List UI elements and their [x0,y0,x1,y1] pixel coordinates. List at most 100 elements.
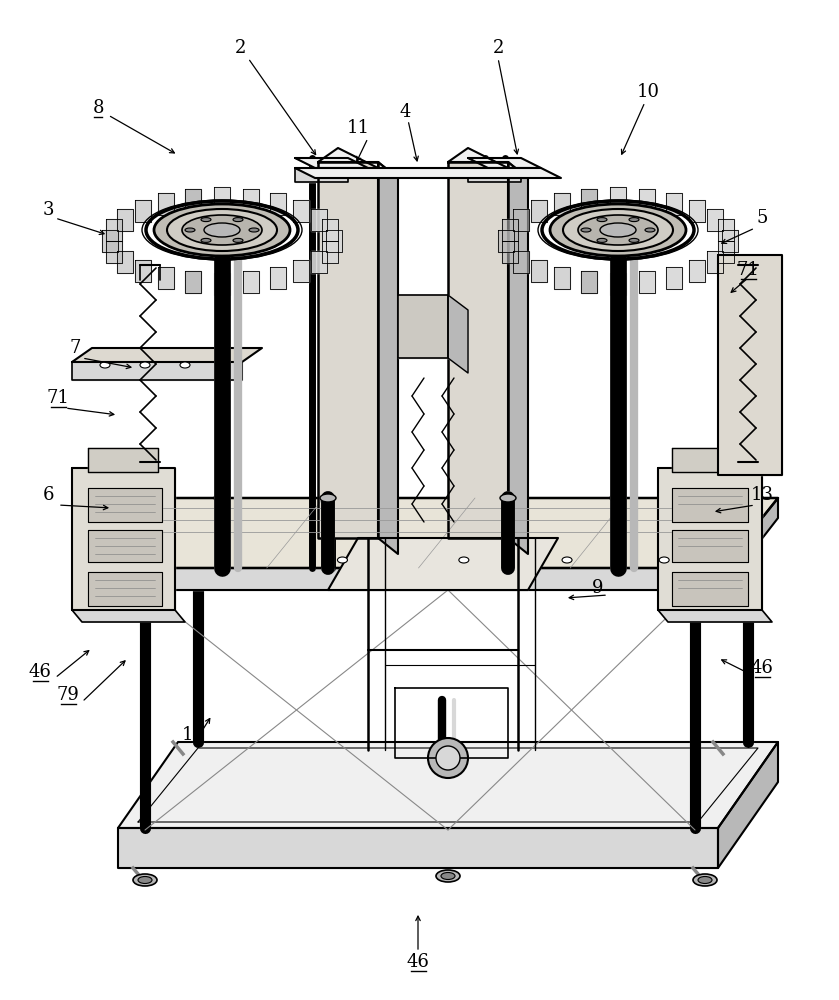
Ellipse shape [182,215,262,245]
Polygon shape [468,168,521,182]
Polygon shape [88,448,158,472]
Polygon shape [707,209,723,231]
Polygon shape [270,267,286,289]
Polygon shape [326,230,342,252]
Ellipse shape [581,228,591,232]
Ellipse shape [500,494,516,502]
Ellipse shape [214,494,230,502]
Ellipse shape [578,215,658,245]
Polygon shape [158,193,174,215]
Polygon shape [322,241,338,263]
Polygon shape [468,158,541,168]
Polygon shape [185,189,201,211]
Text: 8: 8 [92,99,104,117]
Polygon shape [318,148,398,178]
Ellipse shape [154,204,290,256]
Polygon shape [135,260,151,282]
Polygon shape [554,193,570,215]
Polygon shape [502,241,518,263]
Ellipse shape [563,209,673,251]
Polygon shape [115,568,722,590]
Polygon shape [658,468,762,610]
Ellipse shape [629,218,639,222]
Polygon shape [295,168,561,178]
Polygon shape [398,295,448,358]
Polygon shape [672,572,748,606]
Polygon shape [106,241,122,263]
Ellipse shape [185,228,195,232]
Polygon shape [115,498,778,568]
Text: 2: 2 [234,39,246,57]
Ellipse shape [550,204,686,256]
Polygon shape [88,530,162,562]
Polygon shape [718,255,782,475]
Polygon shape [378,162,398,554]
Polygon shape [639,271,655,293]
Text: 10: 10 [637,83,659,101]
Ellipse shape [204,223,240,237]
Text: 6: 6 [42,486,54,504]
Polygon shape [293,260,310,282]
Polygon shape [270,193,286,215]
Polygon shape [295,168,348,182]
Polygon shape [610,187,626,209]
Ellipse shape [216,557,226,563]
Ellipse shape [100,362,110,368]
Text: 46: 46 [407,953,430,971]
Polygon shape [554,267,570,289]
Polygon shape [689,260,706,282]
Polygon shape [513,209,529,231]
Polygon shape [102,230,118,252]
Text: 1: 1 [182,726,194,744]
Polygon shape [666,267,682,289]
Polygon shape [498,230,514,252]
Text: 3: 3 [42,201,54,219]
Ellipse shape [659,557,670,563]
Polygon shape [581,189,597,211]
Polygon shape [448,162,508,538]
Polygon shape [672,448,742,472]
Polygon shape [135,200,151,222]
Polygon shape [322,219,338,241]
Polygon shape [118,742,778,828]
Polygon shape [243,189,259,211]
Ellipse shape [597,218,607,222]
Polygon shape [707,251,723,273]
Ellipse shape [428,738,468,778]
Text: 79: 79 [56,686,80,704]
Text: 2: 2 [492,39,503,57]
Text: 46: 46 [29,663,51,681]
Polygon shape [293,200,310,222]
Polygon shape [639,189,655,211]
Polygon shape [295,158,368,168]
Polygon shape [88,572,162,606]
Polygon shape [718,219,734,241]
Polygon shape [88,488,162,522]
Polygon shape [311,251,327,273]
Polygon shape [328,538,558,590]
Ellipse shape [233,218,243,222]
Polygon shape [658,610,772,622]
Ellipse shape [597,238,607,242]
Ellipse shape [436,870,460,882]
Text: 7: 7 [70,339,81,357]
Polygon shape [531,260,547,282]
Ellipse shape [201,238,211,242]
Ellipse shape [600,223,636,237]
Polygon shape [72,468,175,610]
Text: 9: 9 [592,579,604,597]
Polygon shape [318,162,378,538]
Polygon shape [243,271,259,293]
Polygon shape [106,219,122,241]
Polygon shape [72,348,262,362]
Ellipse shape [645,228,655,232]
Polygon shape [72,362,242,380]
Ellipse shape [693,874,717,886]
Ellipse shape [249,228,259,232]
Text: 5: 5 [756,209,768,227]
Ellipse shape [133,874,157,886]
Polygon shape [117,209,133,231]
Ellipse shape [610,494,626,502]
Ellipse shape [320,494,336,502]
Polygon shape [214,273,230,295]
